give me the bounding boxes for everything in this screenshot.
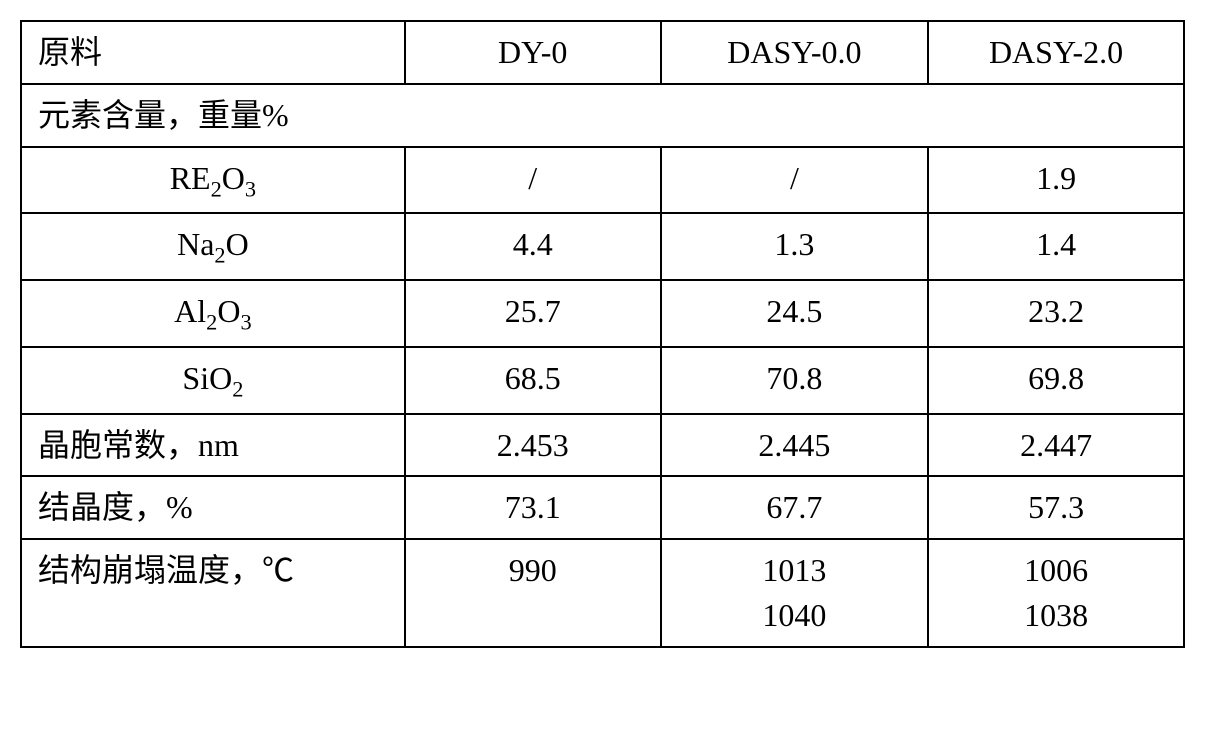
section-row: 元素含量，重量% [21,84,1184,147]
header-param: 原料 [21,21,405,84]
section-label: 元素含量，重量% [21,84,1184,147]
row-v2-re2o3: / [661,147,928,214]
table-row-na2o: Na2O 4.4 1.3 1.4 [21,213,1184,280]
row-label-sio2: SiO2 [21,347,405,414]
header-col2: DASY-0.0 [661,21,928,84]
row-v1-na2o: 4.4 [405,213,661,280]
row-label-re2o3: RE2O3 [21,147,405,214]
row-v3-cell-const: 2.447 [928,414,1184,477]
row-label-na2o: Na2O [21,213,405,280]
header-col3: DASY-2.0 [928,21,1184,84]
row-v1-al2o3: 25.7 [405,280,661,347]
row-label-crystallinity: 结晶度，% [21,476,405,539]
row-v2-na2o: 1.3 [661,213,928,280]
row-label-collapse-temp: 结构崩塌温度，℃ [21,539,405,647]
row-v2-al2o3: 24.5 [661,280,928,347]
row-v3-re2o3: 1.9 [928,147,1184,214]
row-v1-collapse-temp: 990 [405,539,661,647]
row-v2-cell-const: 2.445 [661,414,928,477]
table-row-collapse-temp: 结构崩塌温度，℃ 990 1013 1040 1006 1038 [21,539,1184,647]
row-label-al2o3: Al2O3 [21,280,405,347]
table-header-row: 原料 DY-0 DASY-0.0 DASY-2.0 [21,21,1184,84]
table-row-crystallinity: 结晶度，% 73.1 67.7 57.3 [21,476,1184,539]
table-row-al2o3: Al2O3 25.7 24.5 23.2 [21,280,1184,347]
row-v1-crystallinity: 73.1 [405,476,661,539]
row-v3-na2o: 1.4 [928,213,1184,280]
row-v3-al2o3: 23.2 [928,280,1184,347]
row-v3-sio2: 69.8 [928,347,1184,414]
row-v1-re2o3: / [405,147,661,214]
row-v2-sio2: 70.8 [661,347,928,414]
row-v3-crystallinity: 57.3 [928,476,1184,539]
row-v1-cell-const: 2.453 [405,414,661,477]
row-label-cell-const: 晶胞常数，nm [21,414,405,477]
row-v2-collapse-temp: 1013 1040 [661,539,928,647]
table-row-cell-const: 晶胞常数，nm 2.453 2.445 2.447 [21,414,1184,477]
header-col1: DY-0 [405,21,661,84]
table-row-re2o3: RE2O3 / / 1.9 [21,147,1184,214]
row-v1-sio2: 68.5 [405,347,661,414]
row-v2-crystallinity: 67.7 [661,476,928,539]
table-row-sio2: SiO2 68.5 70.8 69.8 [21,347,1184,414]
data-table: 原料 DY-0 DASY-0.0 DASY-2.0 元素含量，重量% RE2O3… [20,20,1185,648]
row-v3-collapse-temp: 1006 1038 [928,539,1184,647]
